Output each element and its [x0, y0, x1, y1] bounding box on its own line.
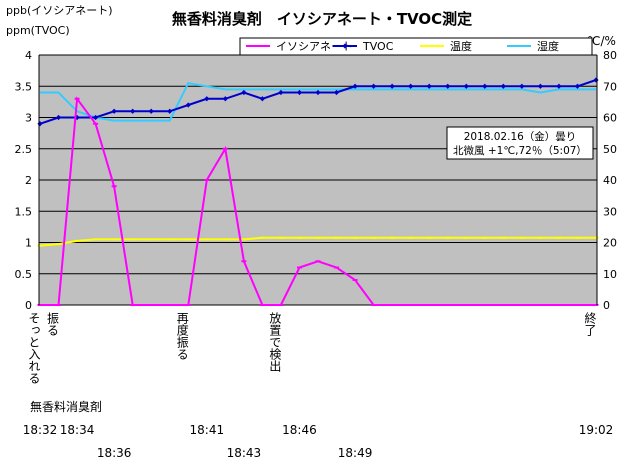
weather-annotation: 2018.02.16（金）曇り 北微風 +1℃,72％（5:07）: [446, 126, 594, 160]
y-left-tick-label: 4: [25, 49, 32, 62]
subject-label: 無香料消臭剤: [30, 399, 102, 414]
annotation-box: [446, 126, 594, 160]
time-labels: 18:32 18:34 18:41 18:46 19:02 18:36 18:43 18:49: [23, 423, 614, 460]
event-label: そっと入れる: [27, 312, 41, 384]
event-labels: そっと入れる 振る 再度振る 放置で検出 終了: [27, 311, 597, 384]
y-left-tick-label: 1.5: [15, 205, 33, 218]
data-point: [241, 89, 247, 96]
chart-title: 無香料消臭剤 イソシアネート・TVOC測定: [172, 10, 472, 28]
data-point: [593, 77, 599, 83]
annotation-line-1: 2018.02.16（金）曇り: [464, 130, 577, 143]
y-right-tick-label: 20: [603, 237, 617, 250]
axes: 0 0 0.5 10 1 20 1.5 30 2 40 2.5 50 3 60 3.5 70 4 80: [15, 49, 618, 312]
data-point: [500, 83, 506, 89]
data-point: [185, 102, 191, 108]
time-label: 18:49: [338, 446, 373, 460]
time-label: 18:43: [227, 446, 262, 460]
data-point: [222, 96, 228, 102]
y-right-label: ℃/%: [587, 34, 616, 48]
y-left-label-1: ppb(イソシアネート): [6, 4, 113, 17]
data-point: [204, 96, 210, 102]
data-point: [315, 89, 321, 96]
data-point: [408, 83, 414, 89]
data-point: [37, 121, 43, 127]
data-point: [167, 108, 173, 114]
y-right-tick-label: 40: [603, 174, 617, 187]
data-point: [574, 83, 581, 89]
y-right-tick-label: 30: [603, 205, 617, 218]
event-label: 終了: [583, 311, 597, 336]
y-left-tick-label: 3: [25, 112, 32, 125]
data-point: [296, 89, 303, 96]
time-label: 19:02: [579, 423, 614, 437]
legend-label: 温度: [450, 39, 472, 53]
data-point: [445, 83, 451, 89]
data-point: [352, 83, 358, 89]
data-point: [111, 108, 117, 114]
y-right-tick-label: 10: [603, 268, 617, 281]
data-point: [278, 89, 284, 96]
data-point: [389, 83, 395, 89]
y-left-tick-label: 1: [25, 237, 32, 250]
data-point: [556, 83, 562, 89]
series-layer: [37, 77, 599, 306]
time-label: 18:32: [23, 423, 58, 437]
time-label: 18:46: [282, 423, 317, 437]
y-right-tick-label: 60: [603, 112, 617, 125]
legend-label: 湿度: [537, 39, 559, 53]
data-point: [74, 114, 80, 121]
data-point: [333, 89, 340, 96]
y-left-tick-label: 2: [25, 174, 32, 187]
data-point: [148, 108, 154, 114]
series-line-3: [40, 81, 596, 122]
event-label: 再度振る: [175, 312, 189, 360]
data-point: [371, 83, 377, 89]
data-point: [93, 114, 99, 121]
y-left-tick-label: 0.5: [15, 268, 33, 281]
event-label: 放置で検出: [268, 311, 282, 372]
time-label: 18:41: [190, 423, 225, 437]
y-right-tick-label: 0: [603, 299, 610, 312]
time-label: 18:36: [97, 446, 132, 460]
y-left-label-2: ppm(TVOC): [6, 24, 70, 37]
legend-label: イソシアネート: [276, 40, 353, 53]
data-point: [130, 108, 136, 114]
legend-box: [239, 37, 593, 56]
annotation-line-2: 北微風 +1℃,72％（5:07）: [453, 144, 587, 157]
legend-label: TVOC: [362, 40, 394, 53]
y-right-tick-label: 50: [603, 143, 617, 156]
y-right-tick-label: 70: [603, 80, 617, 93]
data-point: [259, 96, 265, 102]
data-point: [463, 83, 469, 89]
data-point: [55, 114, 62, 121]
y-left-tick-label: 3.5: [15, 80, 33, 93]
data-point: [519, 83, 525, 89]
y-left-tick-label: 2.5: [15, 143, 33, 156]
y-left-tick-label: 0: [25, 299, 32, 312]
legend: イソシアネート TVOC 温度 湿度: [239, 37, 593, 56]
time-label: 18:34: [60, 423, 95, 437]
event-label: 振る: [46, 312, 60, 336]
data-point: [537, 83, 543, 89]
data-point: [426, 83, 432, 89]
data-point: [482, 83, 488, 89]
legend-marker: [342, 43, 348, 49]
y-right-tick-label: 80: [603, 49, 617, 62]
